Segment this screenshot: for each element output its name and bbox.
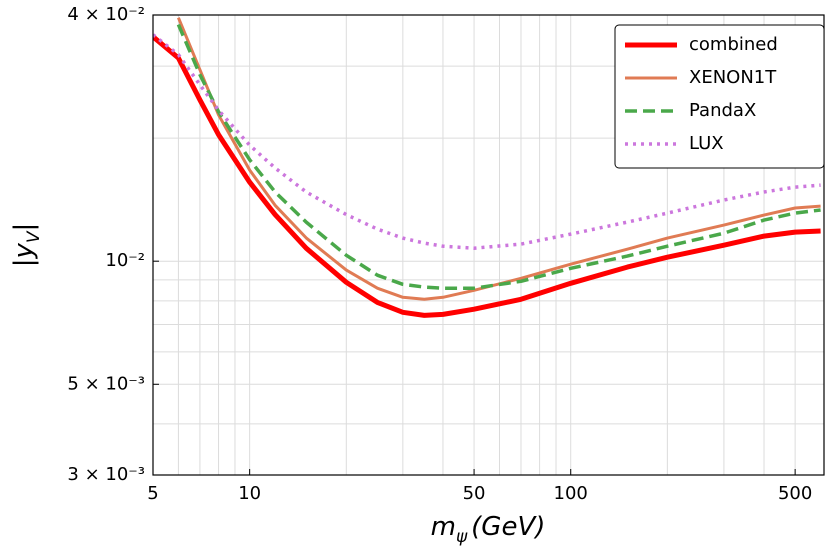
plot-frame [152, 14, 825, 476]
y-tick-label: 5 × 10⁻³ [67, 373, 145, 394]
legend-label: XENON1T [689, 67, 777, 88]
series-line [176, 23, 821, 290]
x-tick-label: 500 [778, 483, 812, 504]
legend: combined XENON1T PandaX LUX [614, 24, 825, 169]
y-tick-label: 10⁻² [105, 250, 145, 271]
legend-label: LUX [689, 133, 724, 154]
legend-label: combined [689, 34, 778, 55]
y-tick-label: 4 × 10⁻² [67, 4, 145, 25]
series-line [153, 34, 821, 318]
x-tick-label: 50 [463, 483, 486, 504]
x-tick-label: 100 [554, 483, 588, 504]
y-tick-label: 3 × 10⁻³ [67, 464, 145, 485]
y-axis-label: |yV| [9, 223, 45, 268]
plot-lines [153, 17, 821, 318]
x-tick-label: 5 [147, 483, 158, 504]
series-line [177, 17, 821, 301]
legend-box [614, 24, 825, 169]
x-axis-label: mψ (GeV) [431, 512, 546, 548]
x-tick-label: 10 [238, 483, 261, 504]
legend-label: PandaX [689, 100, 756, 121]
